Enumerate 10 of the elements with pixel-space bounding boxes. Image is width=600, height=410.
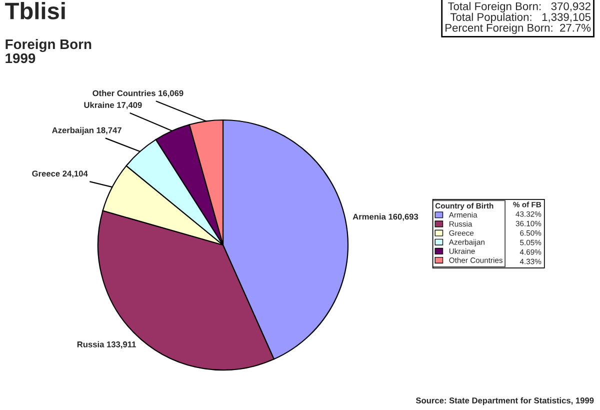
category-label: Ukraine 17,409 — [84, 102, 142, 110]
source-note: Source: State Department for Statistics, 1999 — [416, 397, 594, 406]
category-label: Greece 24,104 — [32, 170, 88, 178]
chart-subtitle: Foreign Born 1999 — [6, 38, 92, 64]
chart-title: Tblisi — [5, 2, 65, 20]
text: Total Foreign Born: 370,932 Total Population: 1,339,105 Percent Foreign Born: 27.7% — [446, 2, 591, 34]
category-label: Armenia 160,693 — [352, 214, 418, 221]
category-label: Azerbaijan 18,747 — [52, 127, 122, 135]
category-label: Russia 133,911 — [77, 341, 136, 349]
category-label: Other Countries 16,069 — [92, 90, 184, 98]
